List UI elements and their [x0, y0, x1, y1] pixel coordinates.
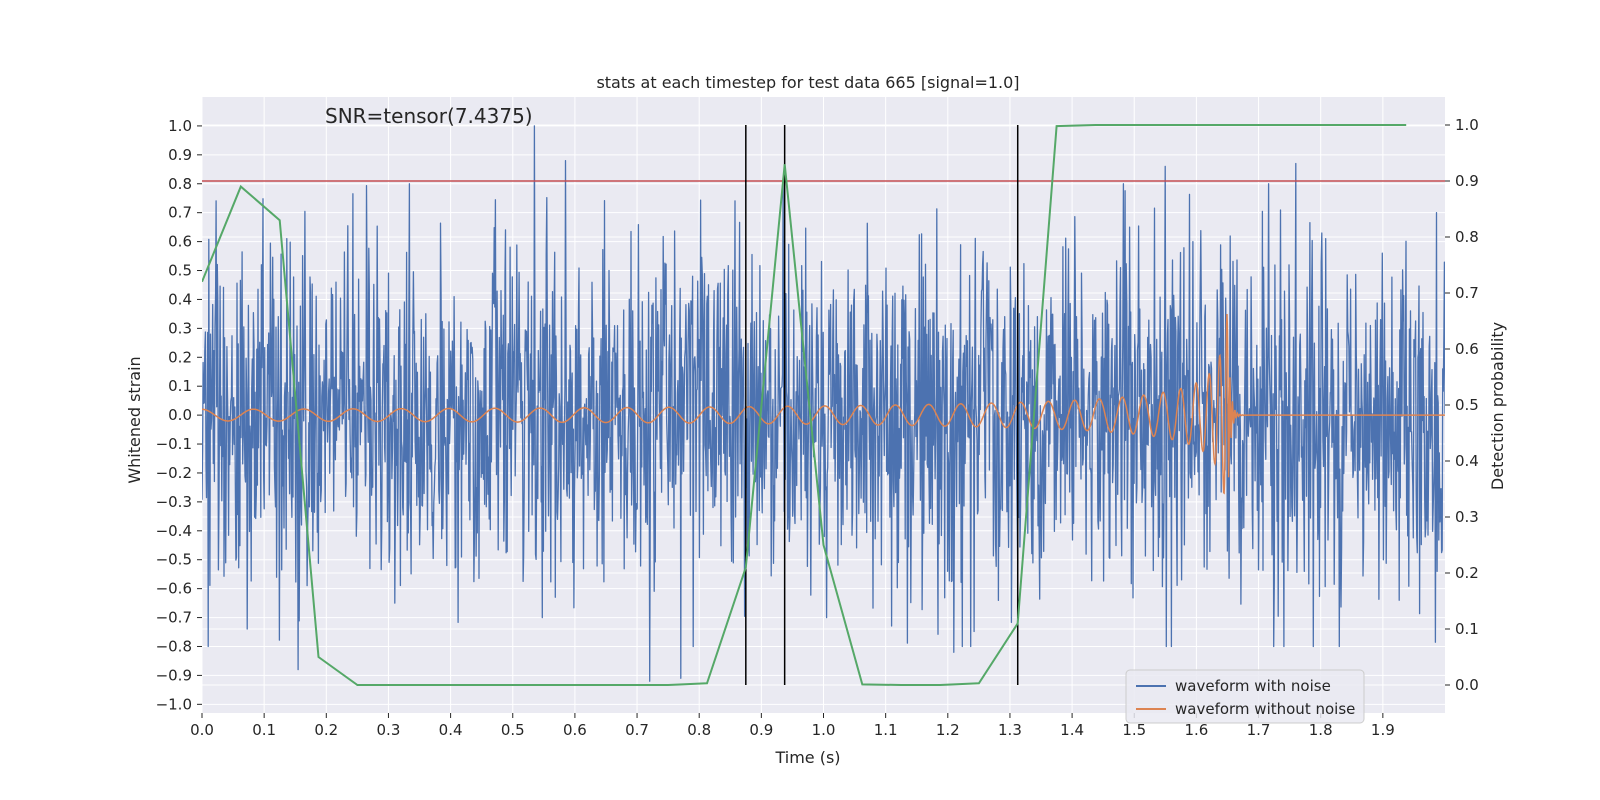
- x-tick-label: 0.2: [314, 721, 338, 739]
- x-tick-label: 0.6: [563, 721, 587, 739]
- y-right-tick-label: 0.6: [1455, 340, 1479, 358]
- y-right-tick-label: 0.7: [1455, 284, 1479, 302]
- y-axis-label: Whitened strain: [125, 356, 144, 483]
- x-tick-label: 0.1: [252, 721, 276, 739]
- x-tick-label: 1.0: [812, 721, 836, 739]
- legend: waveform with noise waveform without noi…: [1125, 669, 1365, 724]
- snr-annotation: SNR=tensor(7.4375): [325, 104, 533, 128]
- y-tick-label: 0.6: [168, 233, 192, 251]
- x-tick-label: 1.7: [1247, 721, 1271, 739]
- series-layer: [202, 124, 1445, 686]
- y-right-tick-label: 0.8: [1455, 228, 1479, 246]
- x-tick-label: 0.8: [687, 721, 711, 739]
- y-tick-label: −0.9: [156, 666, 192, 684]
- y-right-tick-label: 0.5: [1455, 396, 1479, 414]
- x-tick-label: 0.4: [439, 721, 463, 739]
- x-tick-label: 0.7: [625, 721, 649, 739]
- legend-box: [1125, 669, 1365, 724]
- y-tick-label: 0.5: [168, 262, 192, 280]
- x-tick-label: 0.9: [749, 721, 773, 739]
- y-tick-label: 0.4: [168, 290, 192, 308]
- y-right-tick-label: 0.3: [1455, 508, 1479, 526]
- x-tick-label: 1.5: [1122, 721, 1146, 739]
- x-tick-label: 1.9: [1371, 721, 1395, 739]
- ticks: 0.0 0.1 0.2 0.3 0.4 0.5 0.6 0.7 0.8 0.9 1.0 1.1 1.2 1…: [156, 116, 1479, 739]
- x-tick-label: 1.3: [998, 721, 1022, 739]
- x-tick-label: 1.2: [936, 721, 960, 739]
- y-tick-label: −0.8: [156, 637, 192, 655]
- y-tick-label: 0.8: [168, 175, 192, 193]
- y-tick-label: −0.4: [156, 522, 192, 540]
- y-tick-label: 0.9: [168, 146, 192, 164]
- waveform-without-noise-line: [202, 313, 1445, 495]
- x-tick-label: 0.0: [190, 721, 214, 739]
- y-tick-label: −0.6: [156, 580, 192, 598]
- y-tick-label: 1.0: [168, 117, 192, 135]
- y-tick-label: 0.0: [168, 406, 192, 424]
- x-tick-label: 1.4: [1060, 721, 1084, 739]
- y-tick-label: 0.3: [168, 319, 192, 337]
- x-tick-label: 0.3: [377, 721, 401, 739]
- x-tick-label: 1.6: [1184, 721, 1208, 739]
- y-axis-right-label: Detection probability: [1488, 322, 1507, 490]
- y-tick-label: 0.2: [168, 348, 192, 366]
- y-right-tick-label: 0.9: [1455, 172, 1479, 190]
- x-tick-label: 1.1: [874, 721, 898, 739]
- y-tick-label: −0.1: [156, 435, 192, 453]
- chart-title: stats at each timestep for test data 665…: [596, 73, 1019, 92]
- x-tick-label: 1.8: [1309, 721, 1333, 739]
- waveform-with-noise-line: [202, 125, 1445, 682]
- y-tick-label: −0.2: [156, 464, 192, 482]
- y-right-tick-label: 0.1: [1455, 620, 1479, 638]
- y-right-tick-label: 0.2: [1455, 564, 1479, 582]
- y-tick-label: −0.5: [156, 551, 192, 569]
- y-tick-label: −0.7: [156, 609, 192, 627]
- y-right-tick-label: 0.0: [1455, 676, 1479, 694]
- y-tick-label: 0.1: [168, 377, 192, 395]
- x-tick-label: 0.5: [501, 721, 525, 739]
- y-tick-label: −0.3: [156, 493, 192, 511]
- y-tick-label: 0.7: [168, 204, 192, 222]
- x-axis-label: Time (s): [774, 748, 840, 767]
- legend-label-noise: waveform with noise: [1175, 677, 1331, 695]
- detection-probability-line: [202, 124, 1407, 686]
- y-right-tick-label: 1.0: [1455, 116, 1479, 134]
- y-tick-label: −1.0: [156, 695, 192, 713]
- y-right-tick-label: 0.4: [1455, 452, 1479, 470]
- legend-label-signal: waveform without noise: [1175, 700, 1355, 718]
